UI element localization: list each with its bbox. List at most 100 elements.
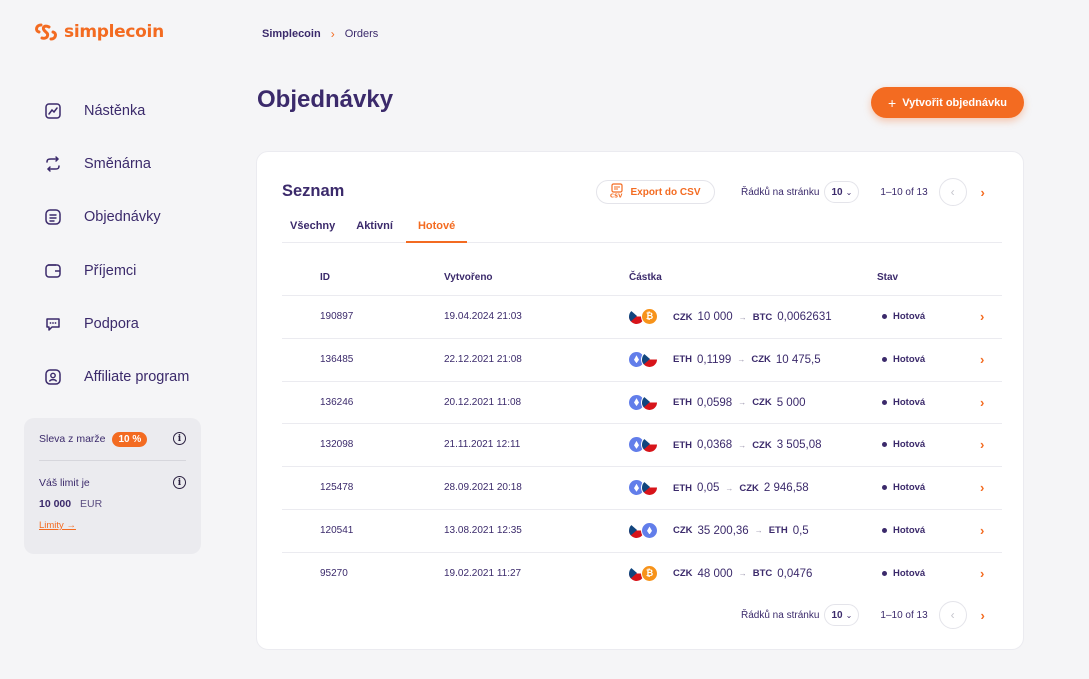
to-amount: 0,0062631 — [777, 311, 832, 323]
limit-label: Váš limit je — [39, 476, 90, 489]
sidebar-item-exchange[interactable]: Směnárna — [44, 137, 224, 190]
status-dot-icon — [882, 442, 887, 448]
status-text: Hotová — [893, 524, 926, 536]
orders-icon — [44, 208, 62, 226]
breadcrumb: Simplecoin › Orders — [262, 27, 378, 41]
table-row[interactable]: 125478 28.09.2021 20:18 ETH 0,05 → CZK 2 946,5… — [282, 467, 1002, 510]
info-icon[interactable]: i — [173, 432, 186, 445]
rows-per-page-value: 10 — [831, 609, 843, 621]
currency-pair-icon — [628, 479, 659, 497]
next-page-button[interactable]: › — [980, 184, 985, 200]
eth-coin-icon — [641, 521, 658, 539]
rows-per-page-label: Řádků na stránku — [741, 186, 820, 198]
order-date: 19.04.2024 21:03 — [444, 311, 522, 322]
order-amount: ₿ CZK 48 000 → BTC 0,0476 — [628, 564, 813, 583]
row-detail-chevron-icon[interactable]: › — [980, 437, 985, 453]
row-detail-chevron-icon[interactable]: › — [980, 394, 985, 410]
sidebar-item-recipients[interactable]: Příjemci — [44, 244, 224, 297]
status-text: Hotová — [893, 439, 926, 451]
create-order-button[interactable]: + Vytvořit objednávku — [871, 87, 1024, 118]
create-order-label: Vytvořit objednávku — [902, 96, 1007, 109]
breadcrumb-current: Orders — [344, 28, 379, 40]
info-icon[interactable]: i — [173, 476, 186, 489]
arrow-right-icon: → — [725, 483, 734, 493]
tab-active[interactable]: Aktivní — [356, 220, 393, 232]
row-detail-chevron-icon[interactable]: › — [980, 351, 985, 367]
breadcrumb-home[interactable]: Simplecoin — [262, 28, 321, 40]
sidebar-item-label: Nástěnka — [84, 102, 146, 119]
table-row[interactable]: 136485 22.12.2021 21:08 ETH 0,1199 → CZK 10 47… — [282, 339, 1002, 382]
column-header-amount[interactable]: Částka — [629, 272, 662, 283]
table-row[interactable]: 136246 20.12.2021 11:08 ETH 0,0598 → CZK 5 000… — [282, 382, 1002, 425]
to-currency: BTC — [752, 311, 773, 323]
tab-done[interactable]: Hotové — [405, 212, 468, 243]
prev-page-button[interactable]: ‹ — [938, 601, 967, 629]
row-detail-chevron-icon[interactable]: › — [980, 522, 985, 538]
table-row[interactable]: 132098 21.11.2021 12:11 ETH 0,0368 → CZK 3 505… — [282, 424, 1002, 468]
sidebar-item-affiliate[interactable]: Affiliate program — [44, 350, 224, 403]
column-header-id[interactable]: ID — [320, 272, 330, 283]
sidebar-item-support[interactable]: Podpora — [44, 297, 224, 350]
rows-per-page-value: 10 — [831, 186, 843, 198]
to-amount: 0,0476 — [777, 567, 813, 580]
status-text: Hotová — [893, 396, 926, 408]
order-amount: ₿ CZK 10 000 → BTC 0,0062631 — [628, 308, 832, 326]
sidebar-item-dashboard[interactable]: Nástěnka — [44, 84, 224, 137]
pager-top: Řádků na stránku 10 ⌄ 1–10 of 13 ‹ › — [741, 178, 997, 206]
from-amount: 0,0368 — [697, 439, 733, 452]
sidebar-item-label: Affiliate program — [84, 369, 190, 386]
order-id: 190897 — [320, 311, 354, 322]
currency-pair-icon — [628, 350, 659, 369]
sidebar-item-label: Podpora — [84, 315, 139, 332]
status-badge: Hotová — [882, 568, 925, 579]
limit-currency: EUR — [80, 498, 103, 510]
export-csv-button[interactable]: CSV Export do CSV — [596, 180, 715, 204]
order-date: 28.09.2021 20:18 — [444, 482, 522, 494]
order-amount: ETH 0,1199 → CZK 10 475,5 — [628, 350, 821, 369]
chevron-down-icon: ⌄ — [845, 187, 853, 197]
column-header-status[interactable]: Stav — [877, 272, 899, 283]
cz-coin-icon — [628, 308, 645, 325]
discount-label: Sleva z marže — [39, 432, 106, 445]
table-row[interactable]: 120541 13.08.2021 12:35 CZK 35 200,36 → ETH 0,… — [282, 510, 1002, 553]
order-date: 21.11.2021 12:11 — [444, 439, 521, 451]
limits-link[interactable]: Limity → — [39, 520, 76, 531]
from-currency: ETH — [673, 354, 692, 366]
rows-per-page-label: Řádků na stránku — [741, 609, 820, 621]
table-header: ID Vytvořeno Částka Stav — [282, 258, 1002, 296]
next-page-button[interactable]: › — [980, 607, 985, 623]
column-header-created[interactable]: Vytvořeno — [444, 272, 493, 283]
from-currency: CZK — [673, 568, 693, 580]
row-detail-chevron-icon[interactable]: › — [980, 565, 985, 581]
tab-all[interactable]: Všechny — [290, 220, 336, 232]
order-id: 125478 — [320, 482, 354, 494]
table-row[interactable]: 190897 19.04.2024 21:03 ₿ CZK 10 000 → BTC 0,00… — [282, 296, 1002, 339]
pager-range: 1–10 of 13 — [880, 186, 928, 198]
to-amount: 3 505,08 — [776, 439, 822, 452]
status-badge: Hotová — [882, 354, 925, 365]
pager-bottom: Řádků na stránku 10 ⌄ 1–10 of 13 ‹ › — [741, 601, 997, 629]
btc-coin-icon: ₿ — [641, 308, 658, 325]
row-detail-chevron-icon[interactable]: › — [980, 480, 985, 496]
to-currency: CZK — [739, 482, 759, 494]
divider — [39, 460, 186, 461]
status-text: Hotová — [893, 482, 926, 494]
arrow-right-icon: → — [738, 440, 747, 450]
to-amount: 2 946,58 — [763, 482, 809, 495]
to-amount: 10 475,5 — [775, 353, 821, 366]
sidebar-item-orders[interactable]: Objednávky — [44, 191, 224, 244]
limit-amount: 10 000 — [39, 498, 72, 510]
logo[interactable]: simplecoin — [34, 22, 164, 42]
prev-page-button[interactable]: ‹ — [938, 178, 967, 206]
chevron-right-icon: › — [330, 27, 335, 41]
card-title: Seznam — [282, 182, 345, 200]
chart-icon — [44, 102, 62, 120]
logo-text: simplecoin — [64, 22, 164, 42]
rows-per-page-select[interactable]: 10 ⌄ — [824, 604, 860, 626]
order-id: 136246 — [320, 396, 354, 408]
from-amount: 0,1199 — [697, 353, 732, 366]
row-detail-chevron-icon[interactable]: › — [980, 309, 985, 324]
currency-pair-icon — [628, 521, 659, 540]
rows-per-page-select[interactable]: 10 ⌄ — [824, 181, 860, 203]
table-row[interactable]: 95270 19.02.2021 11:27 ₿ CZK 48 000 → BTC 0,047… — [282, 553, 1002, 596]
